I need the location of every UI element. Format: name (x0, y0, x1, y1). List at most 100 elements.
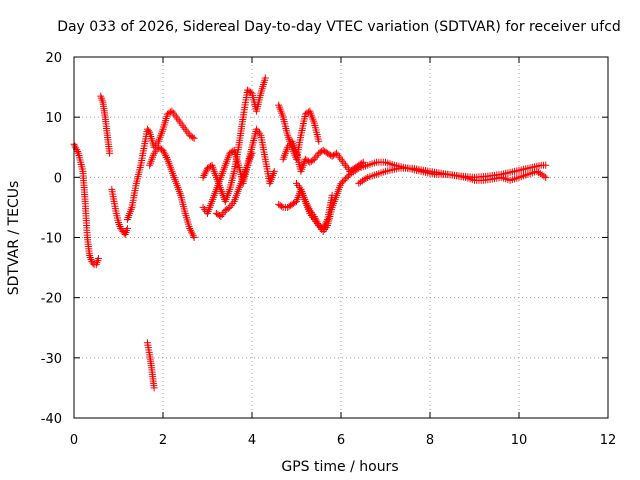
data-point-marker (338, 178, 346, 186)
axis-ticks (73, 56, 609, 419)
data-point-marker (72, 144, 80, 152)
data-point-marker (166, 108, 174, 116)
data-series (143, 339, 158, 392)
data-point-marker (312, 216, 320, 224)
data-point-marker (200, 172, 208, 180)
data-point-marker (346, 170, 354, 178)
data-point-marker (540, 172, 548, 180)
data-point-marker (94, 255, 102, 263)
data-point-marker (349, 168, 357, 176)
y-axis-tick-labels: -40 -30 -20 -10 0 10 20 (41, 51, 62, 427)
data-series (279, 137, 367, 175)
data-point-marker (355, 179, 363, 187)
data-point-marker (74, 147, 82, 155)
data-point-marker (162, 152, 170, 160)
data-point-marker (187, 228, 195, 236)
x-tick-label: 8 (426, 433, 434, 448)
x-tick-label: 10 (511, 433, 528, 448)
data-point-marker (261, 74, 269, 82)
data-point-marker (215, 211, 223, 219)
data-point-marker (358, 159, 366, 167)
data-point-marker (159, 146, 167, 154)
data-point-marker (303, 201, 311, 209)
data-point-marker (278, 202, 286, 210)
data-point-marker (542, 161, 550, 169)
x-tick-label: 2 (159, 433, 167, 448)
x-axis-tick-labels: 0 2 4 6 8 10 12 (70, 433, 616, 448)
data-point-marker (535, 169, 543, 177)
data-point-marker (123, 224, 131, 232)
data-point-marker (538, 171, 546, 179)
data-series (97, 92, 114, 157)
y-tick-label: 10 (45, 111, 62, 126)
data-point-marker (106, 149, 114, 157)
data-series (123, 107, 198, 223)
x-axis-label: GPS time / hours (281, 459, 398, 475)
data-point-marker (340, 176, 348, 184)
data-series (212, 149, 256, 220)
data-point-marker (533, 167, 541, 175)
data-point-marker (160, 148, 168, 156)
data-point-marker (270, 167, 278, 175)
data-point-marker (201, 170, 209, 178)
x-tick-label: 4 (248, 433, 256, 448)
data-point-marker (199, 173, 207, 181)
data-series (199, 74, 269, 205)
y-tick-label: -10 (41, 232, 62, 247)
data-point-marker (314, 220, 322, 228)
data-point-marker (542, 173, 550, 181)
y-tick-label: -20 (41, 292, 62, 307)
data-point-marker (362, 175, 370, 183)
data-point-marker (161, 150, 169, 158)
data-point-marker (188, 230, 196, 238)
data-series (70, 140, 102, 269)
data-point-marker (163, 153, 171, 161)
x-tick-label: 0 (70, 433, 78, 448)
data-point-marker (248, 149, 256, 157)
data-point-marker (310, 212, 318, 220)
y-axis-label: SDTVAR / TECUs (6, 181, 22, 296)
data-point-marker (357, 178, 365, 186)
data-point-marker (304, 203, 312, 211)
x-tick-label: 6 (337, 433, 345, 448)
data-point-marker (313, 218, 321, 226)
data-point-marker (187, 226, 195, 234)
data-point-marker (343, 173, 351, 181)
data-point-marker (89, 259, 97, 267)
data-point-marker (202, 168, 210, 176)
data-point-marker (71, 142, 79, 150)
data-point-marker (305, 205, 313, 213)
data-point-marker (186, 224, 194, 232)
y-tick-label: -30 (41, 352, 62, 367)
data-point-marker (190, 234, 198, 241)
data-point-marker (189, 232, 197, 240)
data-point-marker (353, 166, 361, 174)
data-point-marker (311, 214, 319, 222)
data-point-marker (301, 197, 309, 205)
data-point-marker (341, 175, 349, 183)
data-point-marker (351, 167, 359, 175)
data-point-marker (145, 127, 153, 135)
y-tick-label: -40 (41, 412, 62, 427)
y-tick-label: 0 (54, 171, 62, 186)
data-point-marker (302, 199, 310, 207)
chart-title: Day 033 of 2026, Sidereal Day-to-day VTE… (57, 19, 621, 35)
y-tick-label: 20 (45, 51, 62, 66)
data-point-marker (337, 179, 345, 187)
data-series (108, 185, 131, 238)
data-point-marker (315, 137, 323, 145)
data-point-marker (358, 177, 366, 185)
grid-lines (74, 57, 608, 418)
data-point-marker (150, 384, 158, 392)
x-tick-label: 12 (600, 433, 617, 448)
data-point-marker (190, 134, 198, 142)
data-series (146, 143, 198, 241)
data-series (199, 125, 278, 217)
data-points (70, 74, 550, 392)
data-point-marker (309, 156, 317, 164)
data-point-marker (536, 170, 544, 178)
data-point-marker (189, 133, 197, 141)
data-point-marker (348, 169, 356, 177)
data-series (355, 164, 550, 187)
